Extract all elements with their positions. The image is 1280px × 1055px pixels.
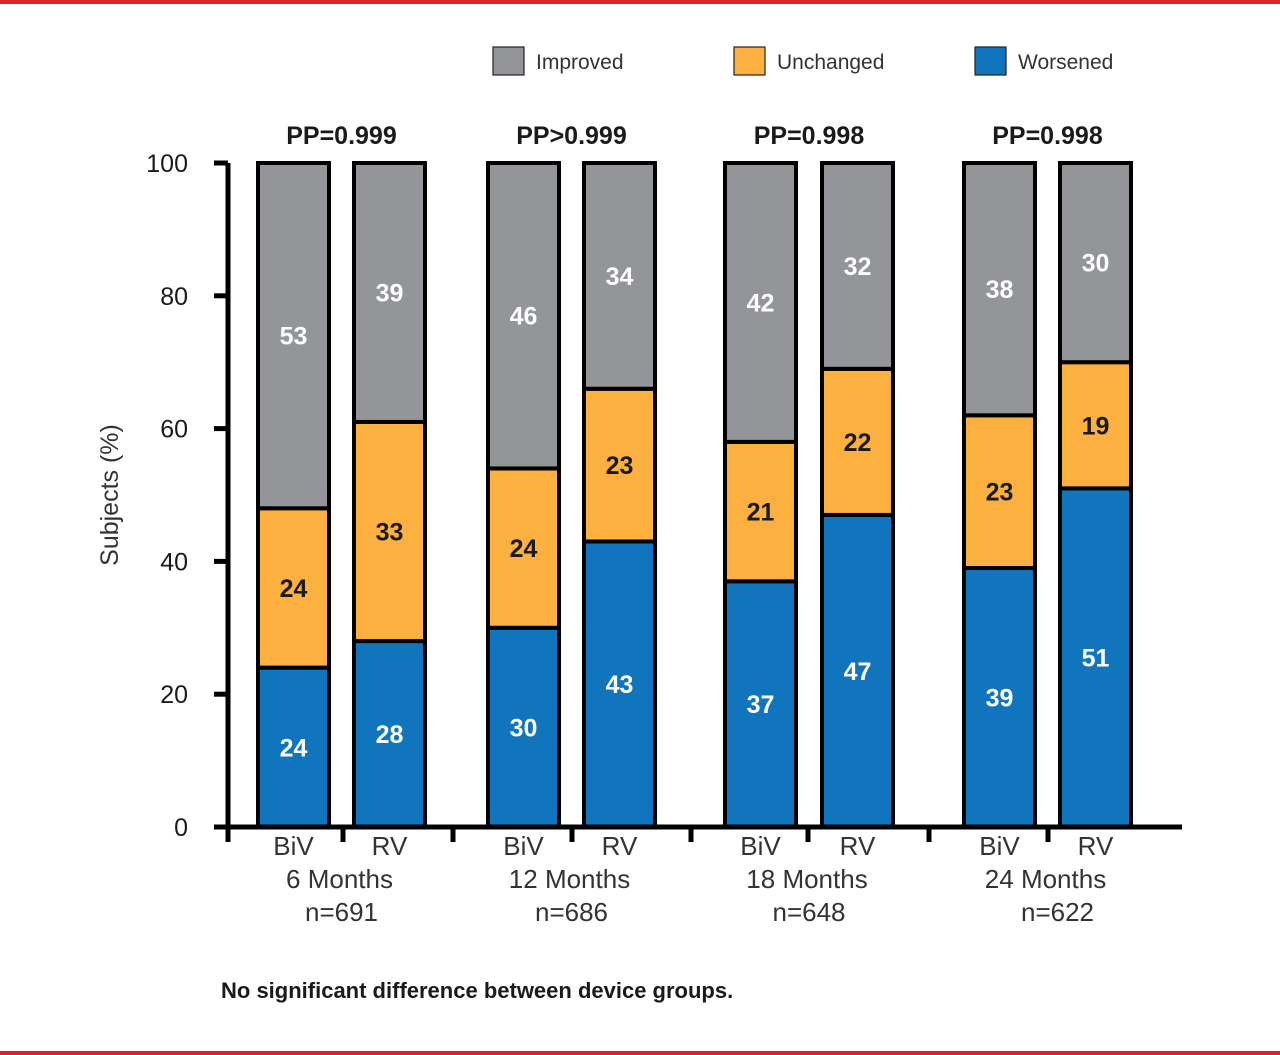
data-label-improved: 38 bbox=[986, 276, 1014, 304]
data-label-worsened: 24 bbox=[280, 734, 308, 762]
legend-swatch-unchanged bbox=[733, 46, 766, 76]
data-label-improved: 42 bbox=[747, 289, 775, 317]
data-label-unchanged: 33 bbox=[376, 519, 404, 547]
bar-segment-improved bbox=[256, 161, 331, 511]
bar-segment-unchanged bbox=[723, 439, 798, 584]
x-bar-label: RV bbox=[840, 831, 876, 861]
y-tick-label: 100 bbox=[146, 150, 188, 178]
bar-segment-improved bbox=[582, 161, 657, 391]
bar-segment-unchanged bbox=[582, 386, 657, 544]
pp-label: PP>0.999 bbox=[516, 122, 627, 150]
x-bar-label: RV bbox=[372, 831, 408, 861]
pp-labels: PP=0.999 PP>0.999 PP=0.998 PP=0.998 bbox=[286, 122, 1103, 150]
pp-label: PP=0.998 bbox=[992, 122, 1103, 150]
bar-segment-improved bbox=[723, 161, 798, 444]
data-label-unchanged: 21 bbox=[747, 499, 775, 527]
x-group-n-label: n=691 bbox=[305, 897, 378, 927]
bar-segment-worsened bbox=[582, 539, 657, 829]
data-label-worsened: 28 bbox=[376, 721, 404, 749]
x-bar-label: BiV bbox=[740, 831, 781, 861]
data-label-worsened: 37 bbox=[747, 691, 775, 719]
data-label-unchanged: 22 bbox=[844, 429, 872, 457]
bars: 24 24 53 28 33 39 30 24 46 43 23 34 37 21 42 47 22 32 39 23… bbox=[256, 161, 1133, 830]
pp-label: PP=0.999 bbox=[286, 122, 397, 150]
x-bar-label: RV bbox=[1078, 831, 1114, 861]
bar-segment-unchanged bbox=[256, 506, 331, 670]
data-label-improved: 46 bbox=[510, 303, 538, 331]
x-group-n-label: n=686 bbox=[535, 897, 608, 927]
x-group-label: 24 Months bbox=[985, 864, 1106, 894]
legend-swatch-improved bbox=[492, 46, 525, 76]
data-label-worsened: 39 bbox=[986, 685, 1014, 713]
bar-segment-worsened bbox=[723, 579, 798, 829]
data-label-improved: 39 bbox=[376, 279, 404, 307]
legend-label-improved: Improved bbox=[536, 51, 624, 74]
legend-label-unchanged: Unchanged bbox=[777, 51, 884, 74]
data-label-worsened: 43 bbox=[606, 671, 634, 699]
bar-segment-worsened bbox=[820, 512, 895, 829]
bar-segment-unchanged bbox=[820, 366, 895, 517]
x-bar-label: BiV bbox=[503, 831, 544, 861]
data-label-unchanged: 23 bbox=[606, 452, 634, 480]
pp-label: PP=0.998 bbox=[754, 122, 865, 150]
bar-segment-improved bbox=[352, 161, 427, 424]
x-group-n-label: n=622 bbox=[1021, 897, 1094, 927]
x-group-label: 6 Months bbox=[286, 864, 393, 894]
bar-segment-unchanged bbox=[962, 413, 1037, 571]
top-accent-bar bbox=[0, 0, 1280, 4]
bar-segment-unchanged bbox=[1058, 360, 1133, 491]
data-label-worsened: 47 bbox=[844, 658, 872, 686]
x-bar-label: BiV bbox=[273, 831, 314, 861]
data-label-improved: 53 bbox=[280, 323, 308, 351]
y-tick-label: 60 bbox=[160, 416, 188, 444]
bar-segment-worsened bbox=[962, 566, 1037, 829]
x-group-label: 12 Months bbox=[509, 864, 630, 894]
legend-swatch-worsened bbox=[974, 46, 1007, 76]
data-label-unchanged: 23 bbox=[986, 479, 1014, 507]
data-label-improved: 32 bbox=[844, 253, 872, 281]
data-label-improved: 34 bbox=[606, 263, 634, 291]
y-tick-label: 80 bbox=[160, 283, 188, 311]
data-label-improved: 30 bbox=[1082, 250, 1110, 278]
footnote: No significant difference between device… bbox=[221, 978, 734, 1003]
y-axis-title: Subjects (%) bbox=[96, 424, 124, 566]
y-tick-label: 20 bbox=[160, 681, 188, 709]
y-tick-label: 0 bbox=[174, 814, 188, 842]
data-label-worsened: 51 bbox=[1082, 645, 1110, 673]
data-label-unchanged: 24 bbox=[280, 575, 308, 603]
x-bar-label: BiV bbox=[979, 831, 1020, 861]
legend-label-worsened: Worsened bbox=[1018, 51, 1113, 74]
bar-segment-improved bbox=[962, 161, 1037, 418]
data-label-unchanged: 24 bbox=[510, 535, 538, 563]
bottom-accent-bar bbox=[0, 1051, 1280, 1055]
y-tick-label: 40 bbox=[160, 548, 188, 576]
x-bar-label: RV bbox=[602, 831, 638, 861]
data-label-unchanged: 19 bbox=[1082, 412, 1110, 440]
data-label-worsened: 30 bbox=[510, 714, 538, 742]
x-group-label: 18 Months bbox=[746, 864, 867, 894]
bar-segment-improved bbox=[486, 161, 561, 471]
x-group-n-label: n=648 bbox=[772, 897, 845, 927]
bar-segment-improved bbox=[820, 161, 895, 371]
legend: Improved Unchanged Worsened bbox=[492, 46, 1113, 76]
bar-segment-improved bbox=[1058, 161, 1133, 365]
